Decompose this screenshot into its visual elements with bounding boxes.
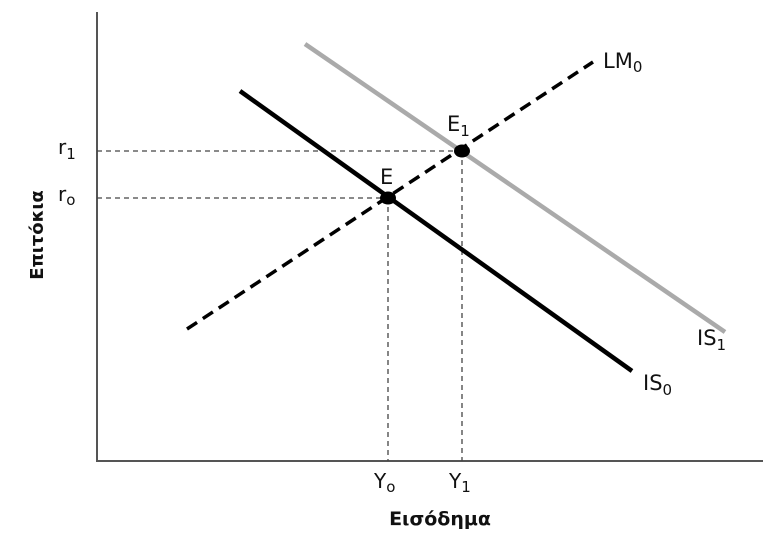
- y1-tick-label: Y1: [448, 469, 471, 496]
- lm0-label: LM0: [603, 49, 642, 76]
- equilibrium-point-e: [380, 191, 396, 205]
- y-axis-title: Επιτόκια: [27, 190, 48, 280]
- r0-tick-label: ro: [58, 182, 75, 209]
- point-e1-label: E1: [447, 112, 470, 140]
- is1-label: IS1: [697, 326, 726, 354]
- is0-label: IS0: [643, 371, 672, 399]
- point-e-label: E: [380, 165, 393, 189]
- is0-curve: [238, 89, 634, 373]
- r1-tick-label: r1: [58, 135, 76, 163]
- lm0-curve: [186, 60, 594, 331]
- x-axis-title: Εισόδημα: [389, 508, 491, 530]
- y0-tick-label: Yo: [373, 469, 395, 496]
- equilibrium-point-e1: [454, 144, 470, 158]
- is1-curve: [303, 42, 727, 334]
